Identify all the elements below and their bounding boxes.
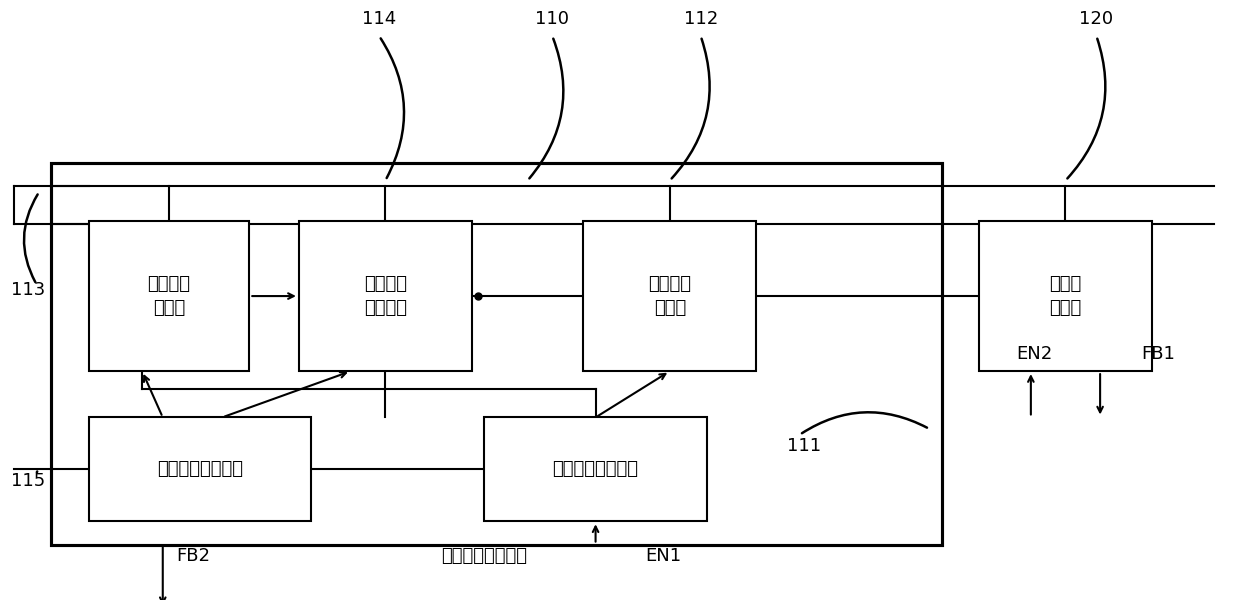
Text: 电源驱动电路模块: 电源驱动电路模块	[553, 460, 639, 478]
Text: 110: 110	[536, 10, 569, 28]
Text: 电源整流
滤波模块: 电源整流 滤波模块	[363, 275, 407, 317]
FancyBboxPatch shape	[485, 418, 707, 521]
Text: EN1: EN1	[646, 547, 682, 565]
Text: 电源继电
器模块: 电源继电 器模块	[148, 275, 191, 317]
FancyBboxPatch shape	[88, 221, 249, 371]
Text: 114: 114	[362, 10, 397, 28]
Text: 120: 120	[1079, 10, 1114, 28]
Text: FB2: FB2	[176, 547, 211, 565]
Text: 111: 111	[787, 437, 821, 455]
FancyBboxPatch shape	[978, 221, 1152, 371]
Text: 112: 112	[683, 10, 718, 28]
Text: 开关变压
器模块: 开关变压 器模块	[649, 275, 691, 317]
FancyBboxPatch shape	[88, 418, 311, 521]
FancyBboxPatch shape	[299, 221, 472, 371]
Text: 115: 115	[11, 472, 46, 490]
Text: 抱闸控
制电路: 抱闸控 制电路	[1049, 275, 1081, 317]
FancyBboxPatch shape	[583, 221, 756, 371]
Text: 电源短路检测模块: 电源短路检测模块	[157, 460, 243, 478]
Text: FB1: FB1	[1141, 345, 1176, 363]
Text: 113: 113	[11, 281, 46, 299]
Text: 安全抱闸电源电路: 安全抱闸电源电路	[441, 547, 527, 565]
Text: EN2: EN2	[1017, 345, 1053, 363]
